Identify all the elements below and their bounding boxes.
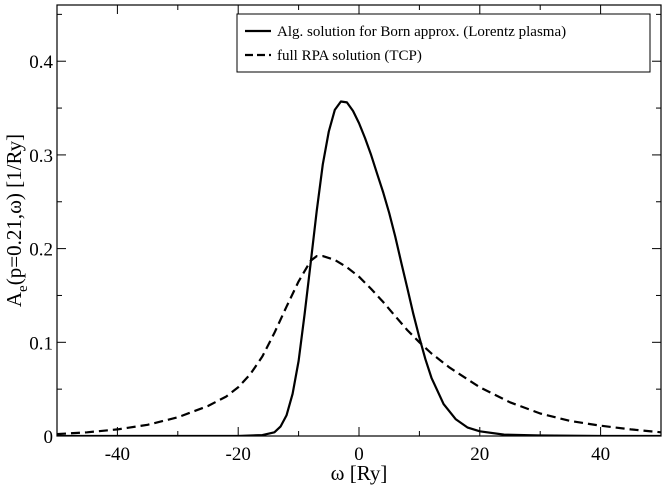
series-rpa-line bbox=[57, 255, 661, 436]
y-axis-label-rest: (p=0.21,ω) [1/Ry] bbox=[2, 134, 26, 285]
legend: Alg. solution for Born approx. (Lorentz … bbox=[236, 13, 651, 73]
y-tick-label: 0.4 bbox=[29, 52, 53, 73]
ticks-layer: -40 -20 0 20 40 0 0.1 0.2 0.3 0.4 bbox=[29, 5, 662, 465]
y-axis-label-base: A bbox=[2, 291, 26, 307]
x-tick-label: 40 bbox=[591, 444, 610, 465]
legend-entry-label: Alg. solution for Born approx. (Lorentz … bbox=[277, 24, 566, 40]
y-tick-label: 0.2 bbox=[29, 240, 53, 261]
x-tick-label: -40 bbox=[105, 444, 130, 465]
series-born-line bbox=[57, 100, 661, 436]
legend-box bbox=[236, 13, 651, 73]
x-tick-label: 0 bbox=[354, 444, 364, 465]
y-tick-label: 0.3 bbox=[29, 146, 53, 167]
legend-entry-label: full RPA solution (TCP) bbox=[277, 48, 422, 64]
y-axis-label: Ae(p=0.21,ω) [1/Ry] bbox=[2, 134, 31, 307]
y-tick-label: 0 bbox=[44, 427, 54, 448]
x-tick-label: 20 bbox=[470, 444, 489, 465]
x-axis-label: ω [Ry] bbox=[331, 461, 388, 485]
x-tick-label: -20 bbox=[226, 444, 251, 465]
series-layer bbox=[57, 100, 661, 436]
y-axis-label-subscript: e bbox=[15, 285, 31, 292]
y-tick-label: 0.1 bbox=[29, 333, 53, 354]
